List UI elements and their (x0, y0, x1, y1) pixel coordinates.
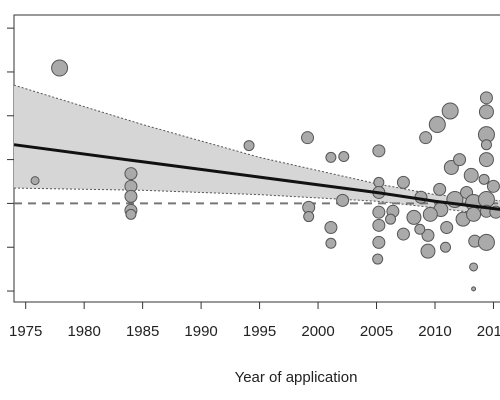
bubble (372, 205, 386, 219)
bubble (243, 140, 255, 152)
bubble (336, 193, 350, 207)
bubble (477, 233, 495, 251)
bubble (428, 116, 446, 134)
bubble (325, 151, 337, 163)
bubble (478, 152, 494, 168)
bubble (463, 167, 479, 183)
bubble (479, 91, 493, 105)
bubble (453, 153, 467, 167)
bubble (433, 182, 447, 196)
bubble (396, 175, 410, 189)
bubble (480, 139, 492, 151)
bubble (373, 176, 385, 188)
bubble (385, 213, 397, 225)
bubble (303, 211, 315, 223)
bubble (440, 241, 452, 253)
bubble (124, 189, 138, 203)
bubble (372, 253, 384, 265)
x-tick-label: 1980 (67, 323, 100, 340)
bubble (301, 131, 315, 145)
fit-line (13, 143, 500, 211)
x-tick-label: 2005 (360, 323, 393, 340)
bubble (419, 131, 433, 145)
bubble (414, 223, 426, 235)
x-tick-label: 1975 (9, 323, 42, 340)
x-tick-label: 1990 (184, 323, 217, 340)
x-tick-label: 2010 (418, 323, 451, 340)
x-tick-label: 1985 (126, 323, 159, 340)
bubble (421, 228, 435, 242)
bubble (372, 144, 386, 158)
x-tick-label: 2000 (301, 323, 334, 340)
confidence-bound (13, 84, 500, 202)
bubble (422, 206, 438, 222)
bubble (441, 102, 459, 120)
bubble (124, 167, 138, 181)
bubble (469, 262, 479, 272)
x-axis-label: Year of application (235, 369, 358, 386)
bubble (338, 151, 350, 163)
bubble (325, 237, 337, 249)
bubble (440, 221, 454, 235)
bubble (30, 176, 40, 186)
x-tick-label: 2015 (477, 323, 500, 340)
bubble (420, 243, 436, 259)
bubble (486, 179, 500, 193)
bubble (471, 286, 477, 292)
bubble (372, 218, 386, 232)
bubble (324, 221, 338, 235)
bubble (125, 208, 137, 220)
bubble (466, 206, 482, 222)
bubble (478, 104, 494, 120)
bubble (51, 59, 69, 77)
bubble (478, 173, 490, 185)
x-tick-label: 1995 (243, 323, 276, 340)
bubble (406, 209, 422, 225)
bubble (372, 235, 386, 249)
bubble (396, 227, 410, 241)
